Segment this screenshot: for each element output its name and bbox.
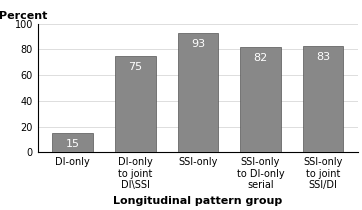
Bar xyxy=(303,46,343,152)
Text: 93: 93 xyxy=(191,39,205,49)
Text: Percent: Percent xyxy=(0,11,48,21)
Text: 15: 15 xyxy=(66,139,80,149)
Text: 82: 82 xyxy=(253,53,268,63)
Bar xyxy=(177,33,218,152)
X-axis label: Longitudinal pattern group: Longitudinal pattern group xyxy=(113,196,282,206)
Text: 83: 83 xyxy=(316,52,330,62)
Text: 75: 75 xyxy=(128,62,142,72)
Bar xyxy=(240,47,281,152)
Bar xyxy=(115,56,156,152)
Bar xyxy=(52,133,93,152)
